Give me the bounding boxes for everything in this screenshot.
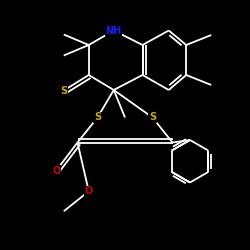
Text: O: O [52,166,60,175]
Text: O: O [84,186,93,196]
Text: S: S [94,112,101,122]
Text: S: S [149,112,156,122]
Text: NH: NH [106,26,122,36]
Text: S: S [60,86,67,96]
